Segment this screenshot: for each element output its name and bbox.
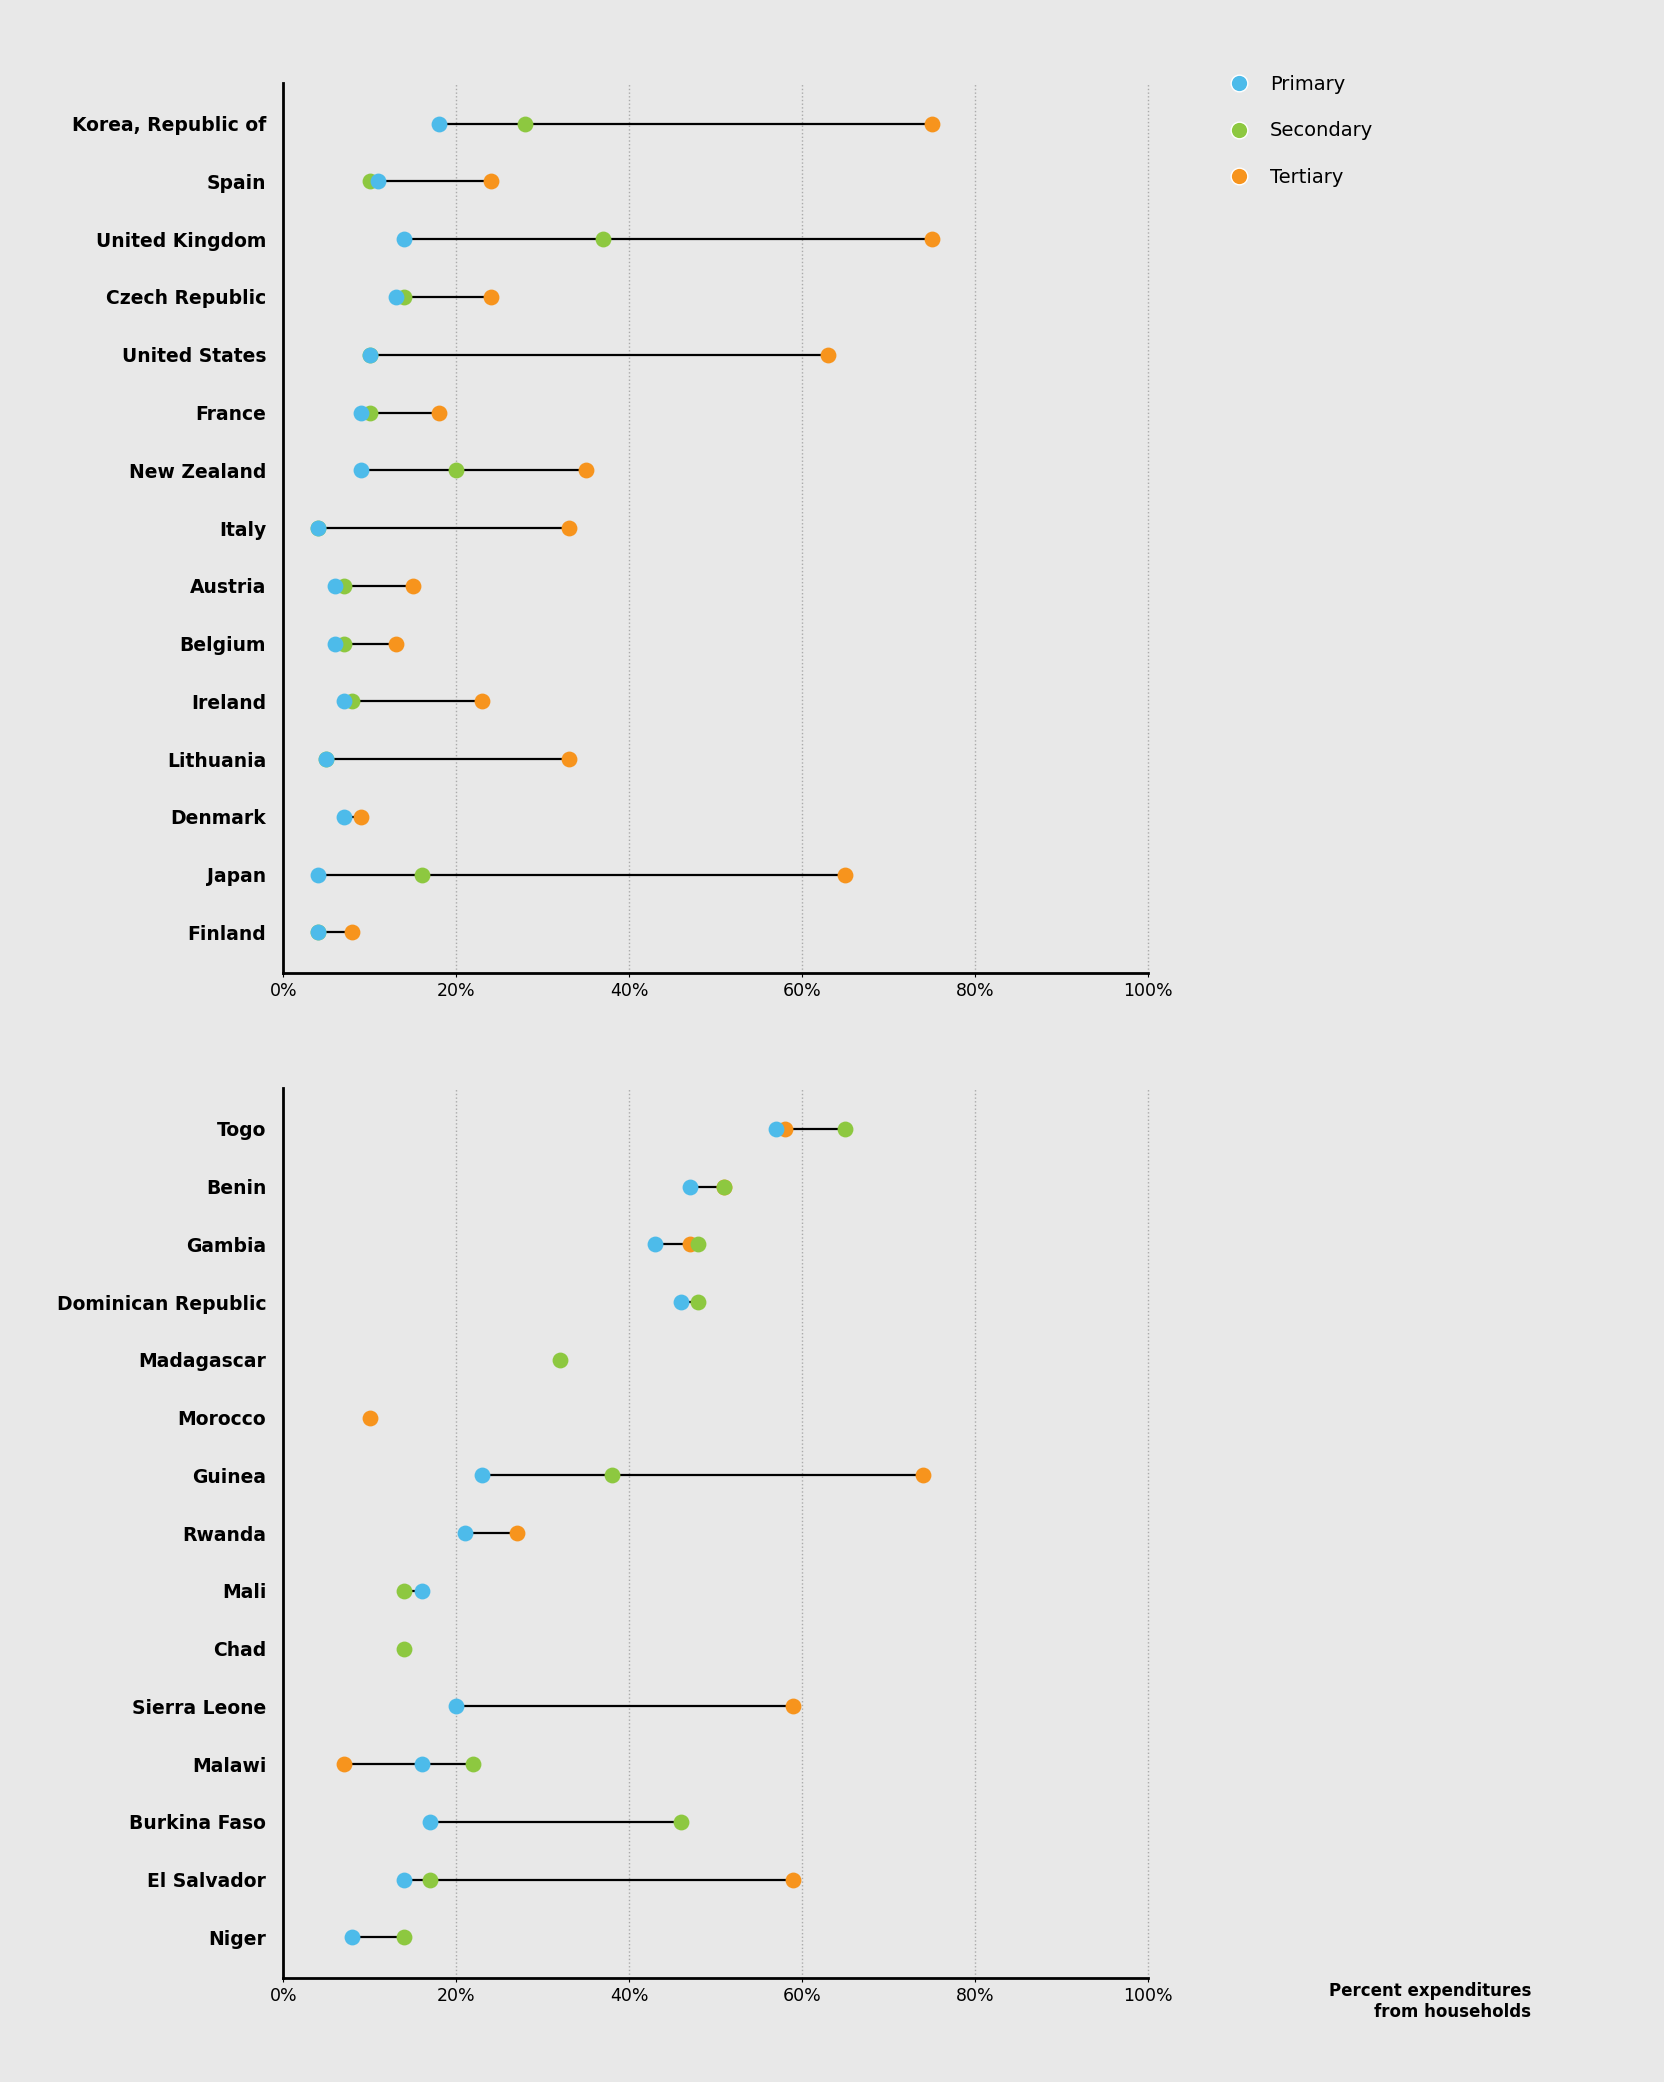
Point [426, 106, 453, 139]
Point [339, 685, 366, 718]
Point [408, 858, 434, 891]
Point [364, 164, 391, 198]
Point [305, 512, 331, 545]
Point [356, 1401, 383, 1434]
Point [461, 1747, 488, 1780]
Point [599, 1459, 626, 1493]
Point [546, 1343, 572, 1376]
Point [910, 1459, 937, 1493]
Point [391, 281, 418, 314]
Point [408, 1747, 434, 1780]
Point [676, 1170, 702, 1203]
Point [589, 223, 616, 256]
Point [408, 1574, 434, 1607]
Point [339, 916, 366, 949]
Point [478, 281, 504, 314]
Point [478, 164, 504, 198]
Point [356, 396, 383, 429]
Point [305, 858, 331, 891]
Point [348, 454, 374, 487]
Point [321, 568, 348, 602]
Point [676, 1228, 702, 1262]
Point [815, 337, 842, 371]
Point [331, 1747, 358, 1780]
Point [418, 1863, 444, 1897]
Point [667, 1805, 694, 1838]
Point [711, 1170, 737, 1203]
Point [399, 568, 426, 602]
Point [348, 396, 374, 429]
Point [469, 685, 496, 718]
Point [556, 512, 582, 545]
Point [443, 454, 469, 487]
Point [339, 1922, 366, 1955]
Point [762, 1112, 789, 1145]
Point [383, 281, 409, 314]
Point [513, 106, 539, 139]
Point [331, 568, 358, 602]
Point [305, 512, 331, 545]
Point [391, 1574, 418, 1607]
Point [556, 743, 582, 777]
Point [305, 916, 331, 949]
Point [348, 799, 374, 833]
Point [451, 1516, 478, 1549]
Point [772, 1112, 799, 1145]
Point [469, 1459, 496, 1493]
Point [391, 1632, 418, 1666]
Point [780, 1863, 807, 1897]
Point [383, 627, 409, 660]
Point [642, 1228, 669, 1262]
Text: Percent expenditures
from households: Percent expenditures from households [1328, 1982, 1531, 2022]
Point [418, 1805, 444, 1838]
Point [356, 337, 383, 371]
Point [391, 1863, 418, 1897]
Point [443, 1691, 469, 1724]
Point [711, 1170, 737, 1203]
Point [919, 223, 945, 256]
Point [313, 743, 339, 777]
Point [503, 1516, 529, 1549]
Point [667, 1285, 694, 1318]
Point [426, 396, 453, 429]
Point [832, 858, 859, 891]
Point [321, 627, 348, 660]
Point [331, 799, 358, 833]
Point [331, 627, 358, 660]
Point [391, 223, 418, 256]
Legend: Primary, Secondary, Tertiary: Primary, Secondary, Tertiary [1220, 75, 1373, 187]
Point [686, 1228, 712, 1262]
Point [919, 106, 945, 139]
Point [572, 454, 599, 487]
Point [391, 1922, 418, 1955]
Point [305, 916, 331, 949]
Point [832, 1112, 859, 1145]
Point [686, 1285, 712, 1318]
Point [780, 1691, 807, 1724]
Point [356, 164, 383, 198]
Point [356, 337, 383, 371]
Point [313, 743, 339, 777]
Point [331, 685, 358, 718]
